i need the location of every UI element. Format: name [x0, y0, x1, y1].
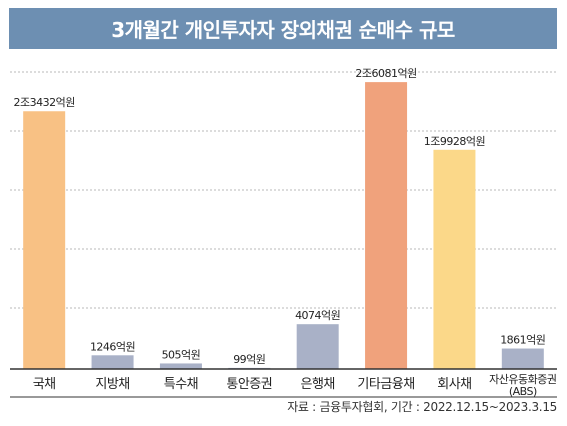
category-label-5: 기타금융채 [357, 377, 414, 392]
bar-4 [296, 324, 339, 369]
category-label-2: 특수채 [164, 377, 198, 392]
bar-1 [91, 355, 134, 369]
value-label-2: 505억원 [162, 348, 201, 361]
category-label-3: 통안증권 [226, 377, 272, 392]
value-label-5: 2조6081억원 [355, 67, 416, 80]
value-label-0: 2조3432억원 [14, 96, 75, 109]
bar-7 [501, 348, 544, 369]
category-label-6: 회사채 [437, 377, 471, 392]
source-note: 자료 : 금융투자협회, 기간 : 2022.12.15~2023.3.15 [287, 400, 557, 414]
bar-6 [433, 149, 476, 369]
chart-title-bar: 3개월간 개인투자자 장외채권 순매수 규모 [9, 8, 557, 49]
value-label-7: 1861억원 [500, 334, 545, 347]
bar-0 [23, 111, 66, 370]
value-label-3: 99억원 [233, 353, 265, 366]
bar-5 [365, 82, 408, 369]
value-label-6: 1조9928억원 [424, 135, 485, 148]
bar-2 [159, 363, 202, 369]
value-label-4: 4074억원 [295, 309, 340, 322]
chart-title: 3개월간 개인투자자 장외채권 순매수 규모 [111, 18, 455, 42]
category-label-1: 지방채 [95, 377, 129, 392]
category-label-4: 은행채 [300, 376, 334, 392]
category-label-7: 자산유동화증권 (ABS) [489, 373, 556, 398]
category-label-0: 국채 [33, 377, 56, 392]
value-label-1: 1246억원 [90, 340, 135, 353]
